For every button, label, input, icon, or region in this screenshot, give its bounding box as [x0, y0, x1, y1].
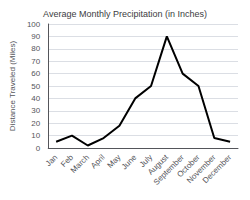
svg-text:80: 80	[31, 44, 40, 53]
svg-text:100: 100	[27, 20, 41, 29]
svg-text:December: December	[201, 153, 234, 186]
svg-text:40: 40	[31, 94, 40, 103]
svg-text:April: April	[89, 153, 107, 171]
svg-text:May: May	[106, 153, 123, 170]
svg-text:20: 20	[31, 119, 40, 128]
svg-text:October: October	[175, 152, 202, 180]
svg-text:July: July	[137, 152, 155, 170]
svg-text:November: November	[185, 152, 218, 186]
svg-text:60: 60	[31, 69, 40, 78]
svg-text:90: 90	[31, 32, 40, 41]
svg-text:June: June	[120, 152, 139, 171]
svg-text:70: 70	[31, 57, 40, 66]
svg-text:August: August	[146, 152, 170, 177]
svg-text:Distance Traveled (Miles): Distance Traveled (Miles)	[8, 41, 17, 132]
svg-text:March: March	[69, 153, 91, 175]
svg-text:Average Monthly Precipitation: Average Monthly Precipitation (in Inches…	[43, 9, 207, 19]
svg-text:50: 50	[31, 82, 40, 91]
svg-text:0: 0	[36, 144, 41, 153]
svg-text:Jan: Jan	[44, 153, 59, 168]
svg-text:30: 30	[31, 106, 40, 115]
svg-text:September: September	[151, 152, 186, 187]
svg-text:Feb: Feb	[59, 152, 76, 169]
svg-text:10: 10	[31, 131, 40, 140]
